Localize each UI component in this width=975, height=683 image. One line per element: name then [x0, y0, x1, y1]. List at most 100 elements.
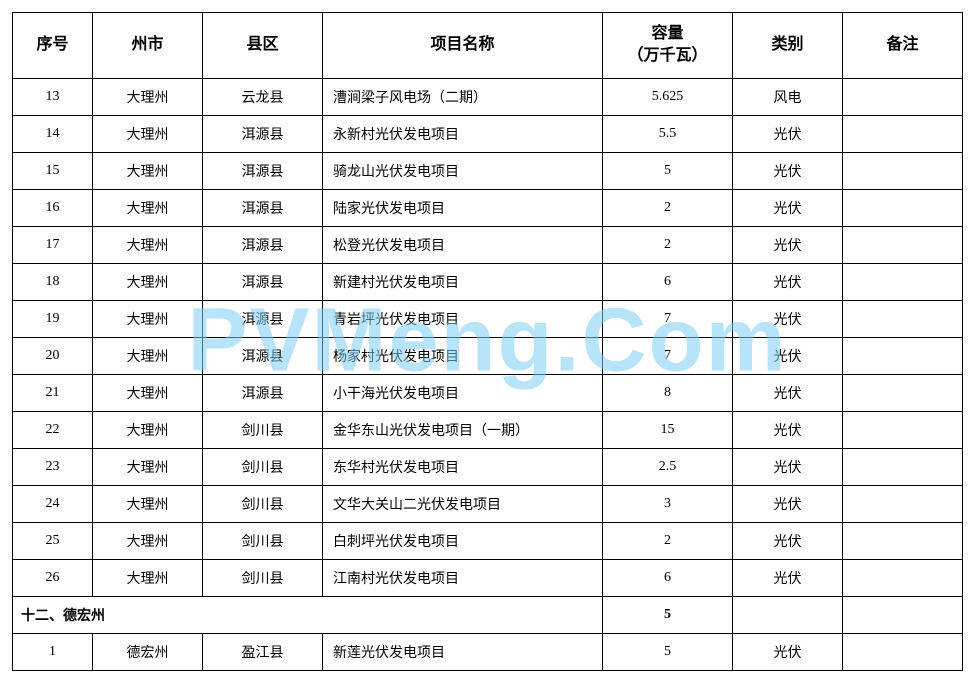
- cell-city: 大理州: [93, 522, 203, 559]
- cell-category: 光伏: [733, 263, 843, 300]
- cell-county: 盈江县: [203, 633, 323, 670]
- table-row: 14大理州洱源县永新村光伏发电项目5.5光伏: [13, 115, 963, 152]
- cell-city: 大理州: [93, 374, 203, 411]
- cell-capacity: 7: [603, 337, 733, 374]
- section-label: 十二、德宏州: [13, 596, 603, 633]
- cell-capacity: 5: [603, 633, 733, 670]
- section-remark: [843, 596, 963, 633]
- cell-capacity: 3: [603, 485, 733, 522]
- cell-county: 洱源县: [203, 189, 323, 226]
- cell-remark: [843, 189, 963, 226]
- cell-seq: 1: [13, 633, 93, 670]
- cell-project: 新莲光伏发电项目: [323, 633, 603, 670]
- cell-county: 洱源县: [203, 263, 323, 300]
- cell-capacity: 6: [603, 559, 733, 596]
- cell-county: 洱源县: [203, 374, 323, 411]
- cell-seq: 21: [13, 374, 93, 411]
- section-capacity: 5: [603, 596, 733, 633]
- table-row: 17大理州洱源县松登光伏发电项目2光伏: [13, 226, 963, 263]
- cell-city: 大理州: [93, 115, 203, 152]
- cell-project: 骑龙山光伏发电项目: [323, 152, 603, 189]
- cell-project: 小干海光伏发电项目: [323, 374, 603, 411]
- cell-county: 剑川县: [203, 559, 323, 596]
- cell-remark: [843, 374, 963, 411]
- cell-project: 新建村光伏发电项目: [323, 263, 603, 300]
- cell-county: 洱源县: [203, 226, 323, 263]
- cell-remark: [843, 522, 963, 559]
- cell-city: 大理州: [93, 448, 203, 485]
- cell-seq: 25: [13, 522, 93, 559]
- cell-city: 大理州: [93, 152, 203, 189]
- cell-capacity: 8: [603, 374, 733, 411]
- cell-remark: [843, 152, 963, 189]
- cell-category: 光伏: [733, 559, 843, 596]
- cell-category: 光伏: [733, 300, 843, 337]
- cell-category: 光伏: [733, 152, 843, 189]
- cell-seq: 23: [13, 448, 93, 485]
- header-seq: 序号: [13, 13, 93, 79]
- table-row: 23大理州剑川县东华村光伏发电项目2.5光伏: [13, 448, 963, 485]
- cell-project: 漕涧梁子风电场（二期）: [323, 78, 603, 115]
- cell-remark: [843, 559, 963, 596]
- cell-capacity: 5: [603, 152, 733, 189]
- cell-seq: 19: [13, 300, 93, 337]
- cell-county: 洱源县: [203, 300, 323, 337]
- cell-remark: [843, 300, 963, 337]
- cell-seq: 17: [13, 226, 93, 263]
- cell-project: 永新村光伏发电项目: [323, 115, 603, 152]
- cell-category: 光伏: [733, 337, 843, 374]
- cell-category: 风电: [733, 78, 843, 115]
- cell-seq: 24: [13, 485, 93, 522]
- cell-county: 剑川县: [203, 485, 323, 522]
- cell-capacity: 5.625: [603, 78, 733, 115]
- cell-category: 光伏: [733, 411, 843, 448]
- table-row: 24大理州剑川县文华大关山二光伏发电项目3光伏: [13, 485, 963, 522]
- cell-seq: 16: [13, 189, 93, 226]
- table-row: 25大理州剑川县白刺坪光伏发电项目2光伏: [13, 522, 963, 559]
- cell-seq: 26: [13, 559, 93, 596]
- cell-county: 云龙县: [203, 78, 323, 115]
- header-project: 项目名称: [323, 13, 603, 79]
- cell-city: 大理州: [93, 411, 203, 448]
- cell-remark: [843, 115, 963, 152]
- cell-category: 光伏: [733, 115, 843, 152]
- cell-seq: 22: [13, 411, 93, 448]
- cell-project: 金华东山光伏发电项目（一期）: [323, 411, 603, 448]
- cell-project: 青岩坪光伏发电项目: [323, 300, 603, 337]
- header-remark: 备注: [843, 13, 963, 79]
- cell-remark: [843, 633, 963, 670]
- header-county: 县区: [203, 13, 323, 79]
- table-row: 13大理州云龙县漕涧梁子风电场（二期）5.625风电: [13, 78, 963, 115]
- table-row: 26大理州剑川县江南村光伏发电项目6光伏: [13, 559, 963, 596]
- header-category: 类别: [733, 13, 843, 79]
- cell-city: 大理州: [93, 78, 203, 115]
- cell-project: 陆家光伏发电项目: [323, 189, 603, 226]
- cell-city: 大理州: [93, 559, 203, 596]
- table-row: 18大理州洱源县新建村光伏发电项目6光伏: [13, 263, 963, 300]
- cell-category: 光伏: [733, 226, 843, 263]
- cell-seq: 18: [13, 263, 93, 300]
- cell-city: 大理州: [93, 337, 203, 374]
- section-category: [733, 596, 843, 633]
- cell-category: 光伏: [733, 374, 843, 411]
- cell-seq: 14: [13, 115, 93, 152]
- cell-category: 光伏: [733, 485, 843, 522]
- cell-seq: 20: [13, 337, 93, 374]
- cell-remark: [843, 485, 963, 522]
- cell-county: 洱源县: [203, 152, 323, 189]
- cell-city: 大理州: [93, 189, 203, 226]
- table-row: 20大理州洱源县杨家村光伏发电项目7光伏: [13, 337, 963, 374]
- table-row: 21大理州洱源县小干海光伏发电项目8光伏: [13, 374, 963, 411]
- cell-remark: [843, 337, 963, 374]
- header-city: 州市: [93, 13, 203, 79]
- table-row: 19大理州洱源县青岩坪光伏发电项目7光伏: [13, 300, 963, 337]
- cell-county: 剑川县: [203, 448, 323, 485]
- table-row: 1德宏州盈江县新莲光伏发电项目5光伏: [13, 633, 963, 670]
- cell-project: 东华村光伏发电项目: [323, 448, 603, 485]
- table-row: 16大理州洱源县陆家光伏发电项目2光伏: [13, 189, 963, 226]
- table-header-row: 序号 州市 县区 项目名称 容量 （万千瓦） 类别 备注: [13, 13, 963, 79]
- cell-city: 大理州: [93, 263, 203, 300]
- cell-project: 白刺坪光伏发电项目: [323, 522, 603, 559]
- cell-capacity: 2: [603, 522, 733, 559]
- cell-category: 光伏: [733, 448, 843, 485]
